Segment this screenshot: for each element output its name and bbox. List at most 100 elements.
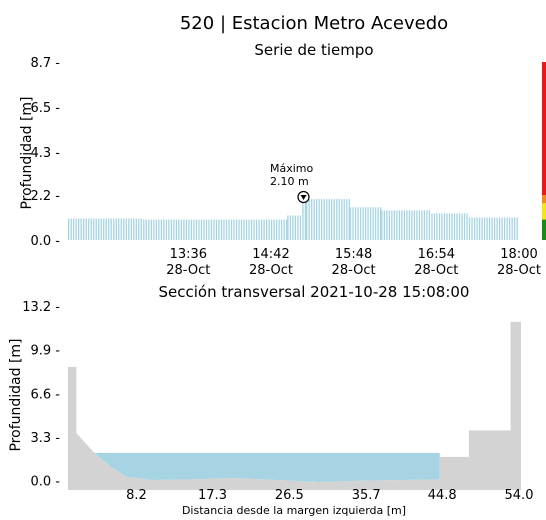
cross-section-y-ticks: 0.0 - 3.3 - 6.6 - 9.9 - 13.2 -	[22, 300, 60, 490]
timeseries-bar	[118, 218, 120, 240]
water-area	[92, 451, 440, 482]
timeseries-y-tick-label: 4.3 -	[31, 146, 61, 161]
timeseries-bar	[297, 215, 299, 240]
timeseries-bar	[233, 219, 235, 240]
timeseries-bar	[393, 210, 396, 240]
timeseries-bar	[516, 217, 518, 240]
timeseries-bar	[486, 217, 488, 240]
timeseries-bar	[488, 217, 491, 240]
cross-section-y-tick-label: 6.6 -	[31, 387, 61, 402]
timeseries-bar	[163, 219, 165, 240]
max-annotation-label: Máximo	[270, 162, 314, 175]
timeseries-bar	[377, 207, 379, 240]
timeseries-bar	[90, 218, 92, 240]
timeseries-bar	[180, 219, 183, 240]
timeseries-bar	[441, 213, 443, 240]
timeseries-bar	[299, 215, 302, 240]
timeseries-bar	[391, 210, 393, 240]
timeseries-bar	[381, 210, 383, 240]
timeseries-bar	[183, 219, 185, 240]
timeseries-bar	[170, 219, 173, 240]
timeseries-bar	[255, 219, 258, 240]
timeseries-bar	[245, 219, 248, 240]
timeseries-bar	[443, 213, 446, 240]
timeseries-bar	[145, 219, 147, 240]
timeseries-chart: Serie de tiempo 0.0 - 2.2 - 4.3 - 6.5 - 8.7 …	[19, 41, 546, 278]
timeseries-bar	[304, 197, 307, 240]
timeseries-bar	[406, 210, 408, 240]
timeseries-bar	[423, 210, 426, 240]
timeseries-bar	[135, 218, 137, 240]
timeseries-bar	[208, 219, 210, 240]
timeseries-ylabel: Profundidad [m]	[19, 96, 35, 209]
timeseries-bar	[223, 219, 225, 240]
cross-section-chart: Sección transversal 2021-10-28 15:08:00 …	[8, 283, 533, 517]
timeseries-bar	[413, 210, 416, 240]
timeseries-bar	[115, 218, 117, 240]
timeseries-bar	[453, 213, 456, 240]
timeseries-bar	[431, 213, 433, 240]
timeseries-bar	[158, 219, 160, 240]
level-red	[542, 62, 546, 195]
timeseries-bar	[348, 199, 350, 240]
timeseries-x-tick-time: 16:54	[418, 247, 455, 262]
timeseries-bar	[433, 213, 436, 240]
timeseries-x-tick-date: 28-Oct	[414, 263, 458, 278]
timeseries-y-tick-label: 8.7 -	[31, 56, 61, 71]
max-annotation: Máximo 2.10 m	[270, 162, 314, 204]
timeseries-bar	[270, 219, 273, 240]
timeseries-bar	[260, 219, 263, 240]
max-annotation-value: 2.10 m	[270, 175, 309, 188]
timeseries-x-tick-time: 15:48	[335, 247, 372, 262]
timeseries-bar	[388, 210, 391, 240]
timeseries-bar	[478, 217, 481, 240]
timeseries-bar	[70, 218, 72, 240]
timeseries-bar	[302, 197, 304, 240]
timeseries-bar	[190, 219, 193, 240]
timeseries-bar	[248, 219, 250, 240]
timeseries-bar	[235, 219, 238, 240]
timeseries-bar	[278, 219, 280, 240]
timeseries-bar	[73, 218, 75, 240]
timeseries-bar	[100, 218, 102, 240]
timeseries-bar	[428, 210, 431, 240]
timeseries-bar	[110, 218, 112, 240]
timeseries-bar	[283, 219, 285, 240]
timeseries-bar	[313, 199, 315, 240]
timeseries-bar	[513, 217, 516, 240]
timeseries-bar	[333, 199, 335, 240]
timeseries-bars	[68, 197, 518, 240]
cross-section-x-tick-label: 44.8	[428, 488, 457, 503]
timeseries-bar	[438, 213, 441, 240]
timeseries-bar	[496, 217, 498, 240]
cross-section-y-tick-label: 13.2 -	[22, 300, 60, 315]
timeseries-bar	[143, 219, 145, 240]
timeseries-bar	[476, 217, 478, 240]
timeseries-bar	[93, 218, 95, 240]
timeseries-bar	[359, 207, 362, 240]
timeseries-bar	[268, 219, 270, 240]
timeseries-bar	[173, 219, 175, 240]
timeseries-bar	[103, 218, 105, 240]
timeseries-bar	[448, 213, 451, 240]
timeseries-x-tick-time: 18:00	[500, 247, 537, 262]
cross-section-y-tick-label: 9.9 -	[31, 344, 61, 359]
timeseries-x-tick-date: 28-Oct	[332, 263, 376, 278]
cross-section-y-tick-label: 0.0 -	[31, 475, 61, 490]
timeseries-bar	[138, 218, 140, 240]
timeseries-bar	[421, 210, 423, 240]
timeseries-bar	[140, 218, 142, 240]
timeseries-bar	[218, 219, 220, 240]
timeseries-bar	[338, 199, 340, 240]
timeseries-bar	[292, 215, 294, 240]
timeseries-bar	[205, 219, 208, 240]
timeseries-bar	[75, 218, 77, 240]
timeseries-title: Serie de tiempo	[254, 41, 373, 59]
timeseries-bar	[188, 219, 190, 240]
timeseries-bar	[418, 210, 421, 240]
timeseries-bar	[483, 217, 486, 240]
timeseries-bar	[289, 215, 292, 240]
cross-section-x-tick-label: 17.3	[198, 488, 227, 503]
timeseries-bar	[258, 219, 260, 240]
timeseries-bar	[123, 218, 125, 240]
